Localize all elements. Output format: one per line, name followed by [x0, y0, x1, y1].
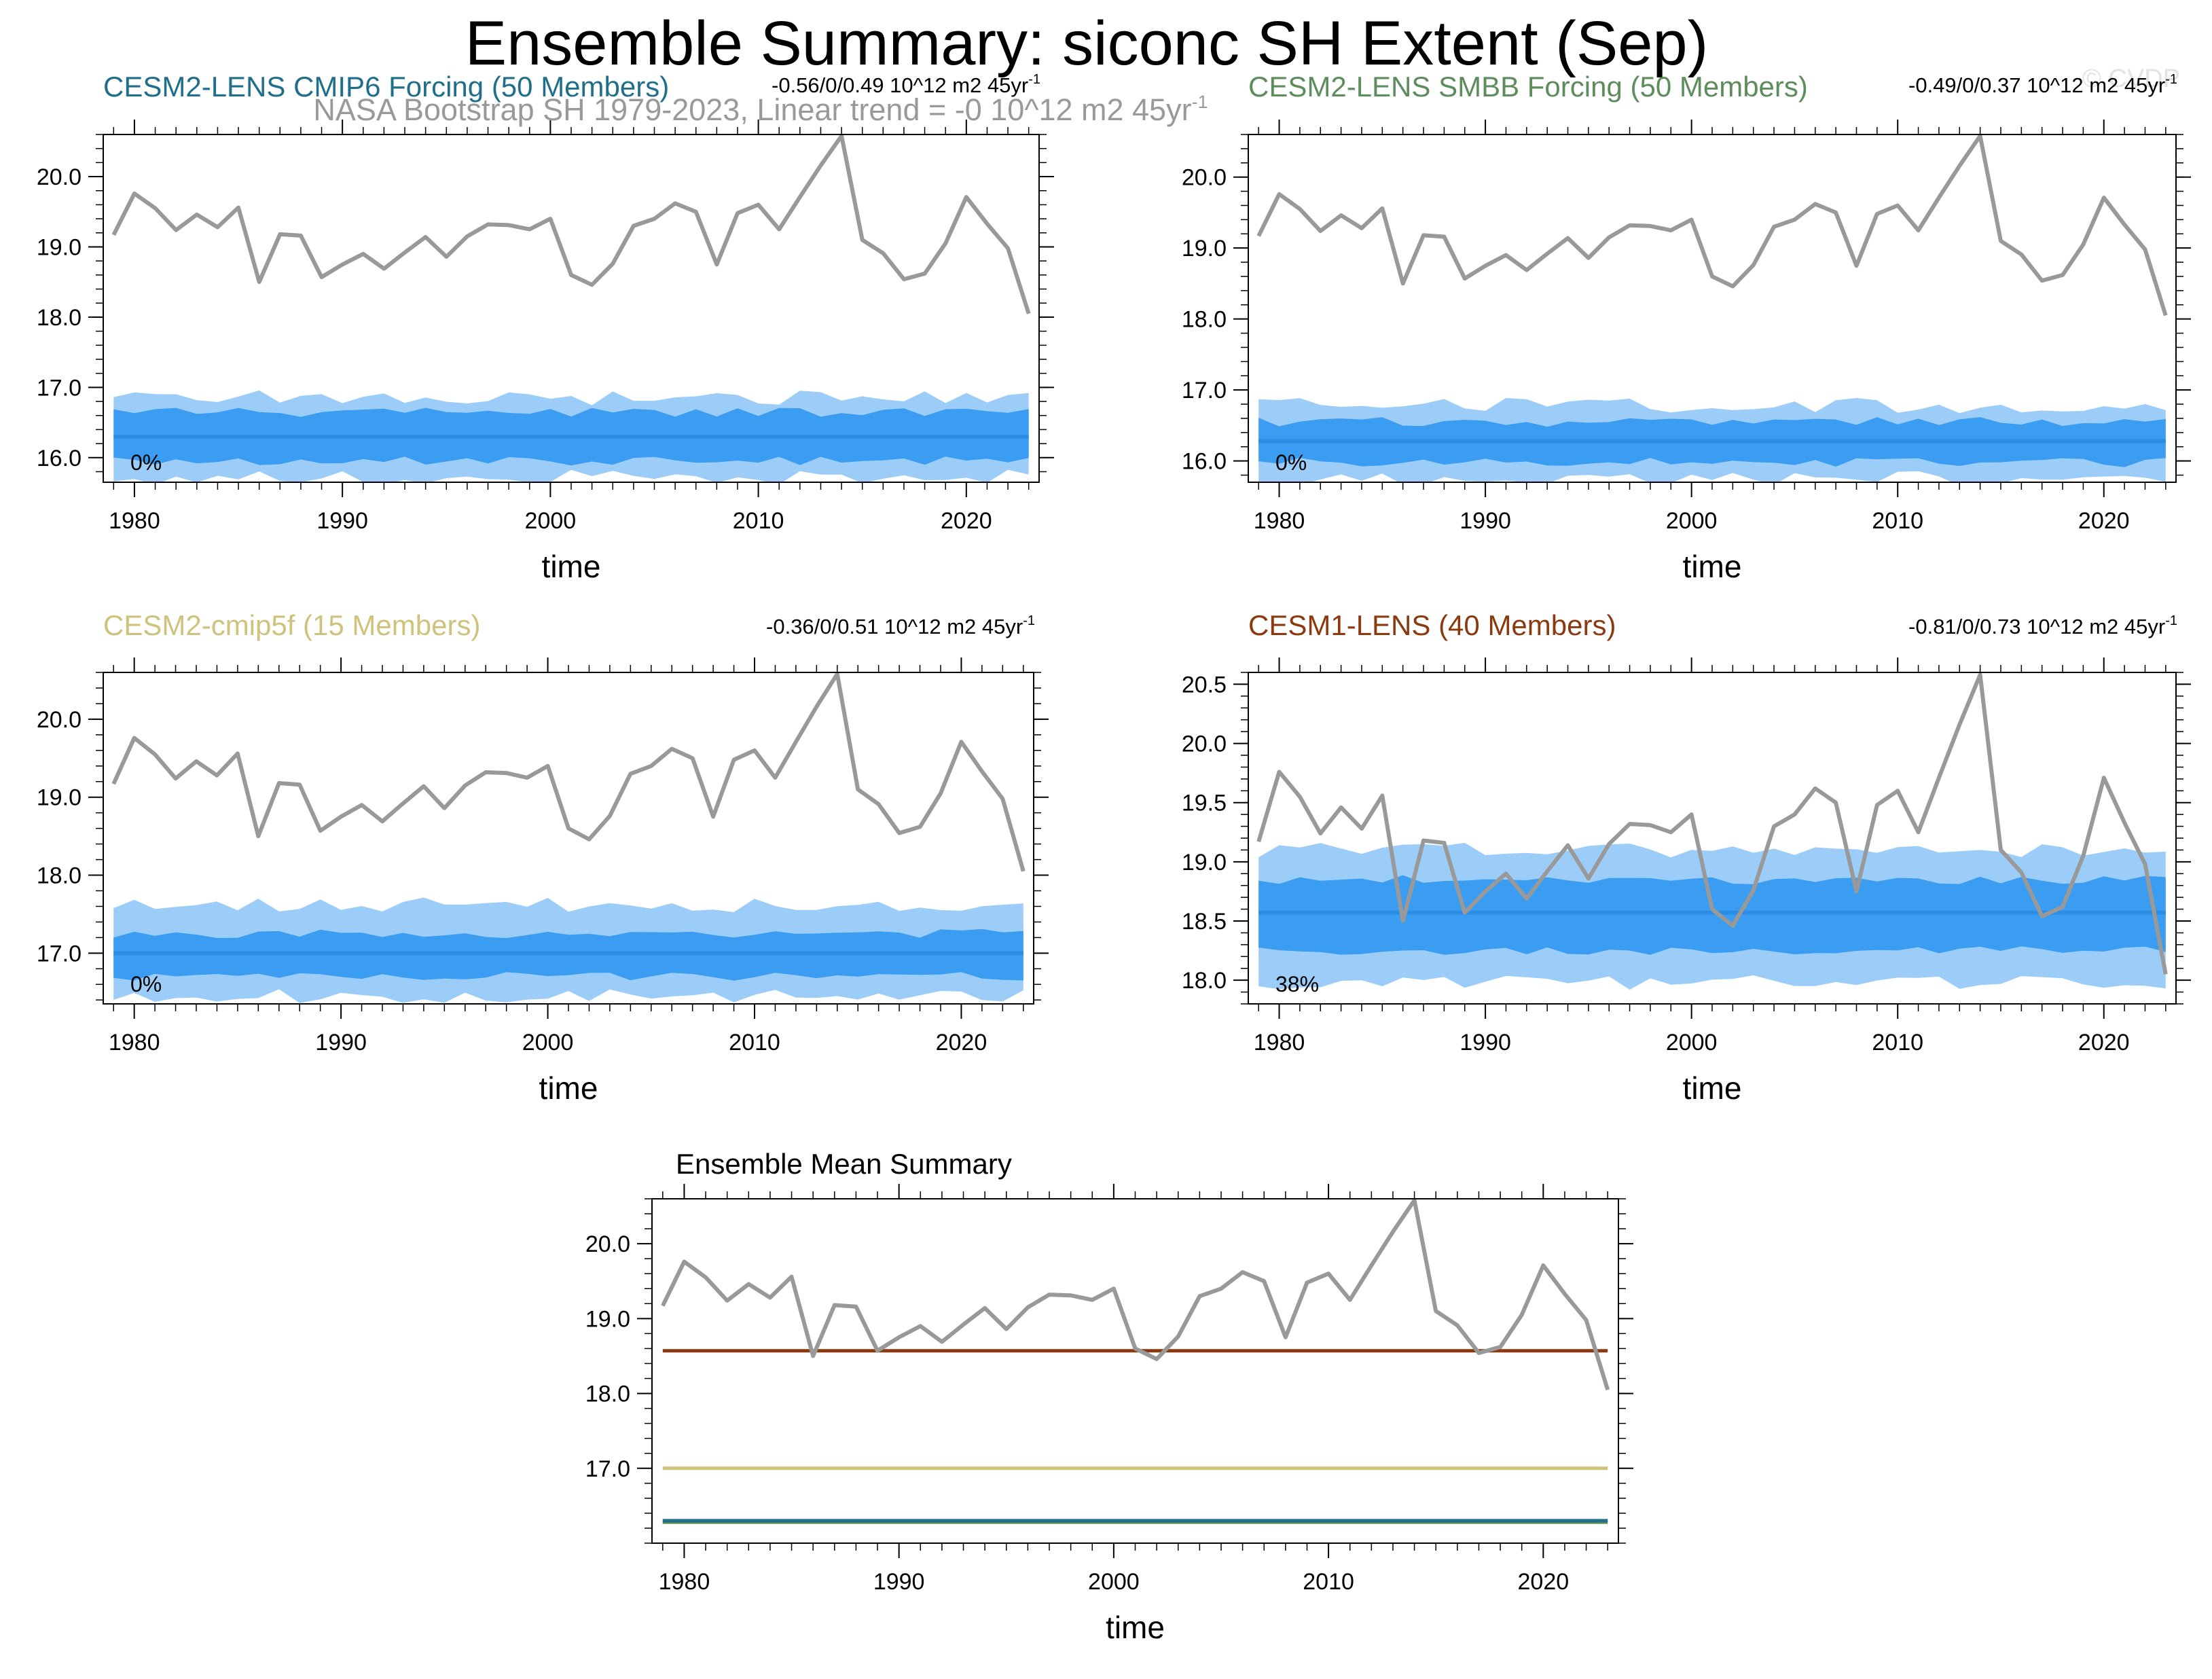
y-tick-label: 16.0 — [37, 446, 81, 471]
x-tick-label: 2020 — [941, 508, 992, 534]
x-tick-label: 2000 — [1666, 1030, 1718, 1055]
y-tick-label: 19.0 — [1182, 850, 1227, 875]
x-tick-label: 2020 — [2078, 508, 2130, 534]
y-tick-label: 18.0 — [585, 1382, 630, 1407]
y-tick-label: 18.0 — [37, 305, 81, 331]
y-tick-label: 18.0 — [1182, 307, 1227, 333]
panel-title: CESM2-cmip5f (15 Members) — [103, 609, 480, 641]
plot-area — [1256, 672, 2168, 990]
ensemble-inner-range — [1258, 875, 2166, 955]
x-tick-label: 2000 — [1666, 508, 1718, 534]
x-axis-label: time — [539, 1070, 598, 1106]
x-tick-label: 2010 — [1872, 508, 1923, 534]
x-tick-label: 2010 — [733, 508, 784, 534]
figure-subtitle: NASA Bootstrap SH 1979-2023, Linear tren… — [313, 92, 1208, 127]
x-tick-label: 2000 — [1088, 1569, 1140, 1595]
y-tick-label: 18.0 — [1182, 968, 1227, 994]
plot-area — [111, 134, 1031, 482]
observations-line — [1256, 672, 2168, 975]
percent-label: 0% — [1275, 450, 1307, 475]
x-axis-label: time — [1683, 1070, 1742, 1106]
y-tick-label: 17.0 — [585, 1456, 630, 1482]
trend-label: -0.56/0/0.49 10^12 m2 45yr-1 — [772, 72, 1040, 97]
x-tick-label: 1990 — [316, 508, 368, 534]
x-tick-label: 1980 — [1254, 508, 1305, 534]
y-tick-label: 16.0 — [1182, 449, 1227, 475]
x-tick-label: 2010 — [729, 1030, 780, 1055]
panel-cmip6: 16.0 17.0 18.0 19.0 20.0 1980 1990 2000 2010 2020… — [37, 71, 1054, 584]
percent-label: 0% — [130, 450, 162, 475]
panel-title: CESM2-LENS SMBB Forcing (50 Members) — [1248, 71, 1808, 103]
y-tick-label: 20.0 — [1182, 165, 1227, 191]
x-tick-label: 1990 — [873, 1569, 925, 1595]
y-tick-label: 20.5 — [1182, 672, 1227, 698]
x-tick-label: 1980 — [109, 508, 160, 534]
x-tick-label: 2020 — [2078, 1030, 2130, 1055]
x-axis-label: time — [1106, 1610, 1165, 1645]
plot-area — [661, 1199, 1610, 1524]
x-tick-label: 2020 — [1518, 1569, 1570, 1595]
panel-title: Ensemble Mean Summary — [676, 1148, 1012, 1180]
x-tick-label: 1980 — [1254, 1030, 1305, 1055]
x-axis-label: time — [542, 549, 601, 584]
x-tick-label: 2010 — [1872, 1030, 1923, 1055]
y-tick-label: 19.5 — [1182, 791, 1227, 816]
x-tick-label: 2000 — [522, 1030, 574, 1055]
y-tick-label: 20.0 — [37, 164, 81, 190]
y-tick-label: 19.0 — [37, 785, 81, 811]
figure-title: Ensemble Summary: siconc SH Extent (Sep) — [465, 9, 1708, 78]
x-tick-label: 2010 — [1303, 1569, 1354, 1595]
observations-line — [661, 1199, 1610, 1390]
panel-smbb: 16.0 17.0 18.0 19.0 20.0 1980 1990 2000 2010 2020… — [1182, 71, 2191, 584]
percent-label: 0% — [130, 972, 162, 996]
plot-area — [111, 672, 1026, 1003]
y-tick-label: 20.0 — [37, 707, 81, 733]
y-tick-label: 19.0 — [585, 1306, 630, 1332]
x-tick-label: 1990 — [1459, 508, 1511, 534]
x-tick-label: 1980 — [109, 1030, 160, 1055]
y-tick-label: 17.0 — [1182, 378, 1227, 403]
observations-line — [1256, 134, 2168, 317]
plot-area — [1256, 134, 2168, 482]
trend-label: -0.49/0/0.37 10^12 m2 45yr-1 — [1908, 72, 2177, 97]
y-tick-label: 19.0 — [37, 234, 81, 260]
percent-label: 38% — [1275, 972, 1319, 996]
observations-line — [111, 672, 1026, 872]
y-tick-label: 20.0 — [1182, 732, 1227, 757]
trend-label: -0.36/0/0.51 10^12 m2 45yr-1 — [766, 613, 1035, 638]
y-tick-label: 17.0 — [37, 375, 81, 401]
x-tick-label: 2000 — [525, 508, 577, 534]
y-tick-label: 19.0 — [1182, 236, 1227, 261]
y-tick-label: 17.0 — [37, 941, 81, 967]
x-axis-label: time — [1683, 549, 1742, 584]
observations-line — [111, 134, 1031, 314]
y-tick-label: 18.5 — [1182, 909, 1227, 935]
x-tick-label: 1980 — [659, 1569, 710, 1595]
x-tick-label: 2020 — [936, 1030, 987, 1055]
panel-cesm1: 18.0 18.5 19.0 19.5 20.0 20.5 1980 1990 2000 2010… — [1182, 609, 2191, 1106]
x-tick-label: 1990 — [315, 1030, 367, 1055]
panel-title: CESM2-LENS CMIP6 Forcing (50 Members) — [103, 71, 669, 103]
y-tick-label: 18.0 — [37, 863, 81, 889]
panel-title: CESM1-LENS (40 Members) — [1248, 609, 1616, 641]
panel-ens-mean: 17.0 18.0 19.0 20.0 1980 1990 2000 2010 2020 time… — [585, 1148, 1633, 1645]
trend-label: -0.81/0/0.73 10^12 m2 45yr-1 — [1908, 613, 2177, 638]
watermark: © CVDP — [2082, 65, 2180, 93]
y-tick-label: 20.0 — [585, 1231, 630, 1257]
x-tick-label: 1990 — [1459, 1030, 1511, 1055]
panel-cmip5f: 17.0 18.0 19.0 20.0 1980 1990 2000 2010 2020 time… — [37, 609, 1049, 1106]
